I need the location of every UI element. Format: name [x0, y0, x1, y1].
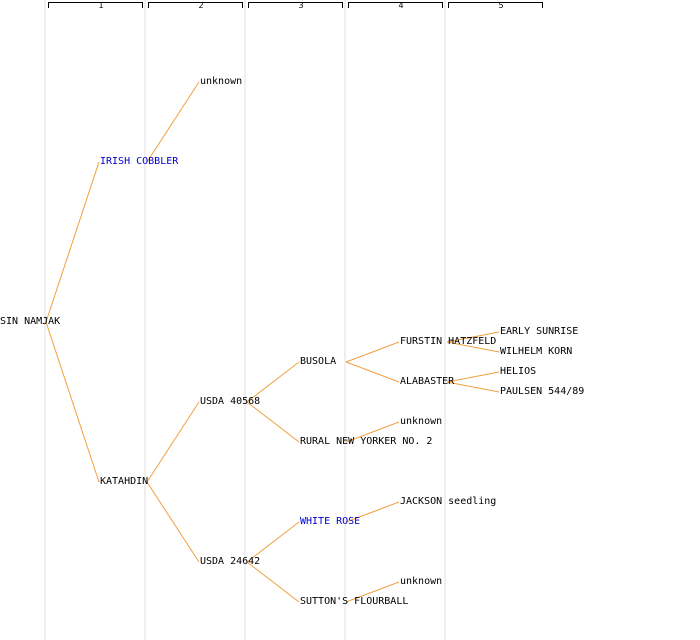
node-unknown[interactable]: unknown — [400, 576, 443, 587]
link-furstin-wilhelm — [446, 341, 500, 353]
generation-guide-3 — [244, 0, 246, 640]
node-irish-cobbler[interactable]: IRISH COBBLER — [100, 156, 179, 167]
generation-bracket-2 — [148, 2, 243, 8]
node-jackson-seedling[interactable]: JACKSON seedling — [400, 496, 497, 507]
node-unknown[interactable]: unknown — [400, 416, 443, 427]
node-rural-new-yorker[interactable]: RURAL NEW YORKER NO. 2 — [300, 436, 433, 447]
link-usda40568-busola — [246, 361, 300, 403]
node-suttons-flourball[interactable]: SUTTON'S FLOURBALL — [300, 596, 409, 607]
link-alabaster-helios — [446, 371, 500, 383]
link-usda40568-rural — [246, 401, 300, 443]
generation-label-4: 4 — [398, 1, 404, 10]
generation-bracket-1 — [48, 2, 143, 8]
link-irish-unknown — [146, 81, 200, 163]
node-busola[interactable]: BUSOLA — [300, 356, 337, 367]
generation-guide-5 — [444, 0, 446, 640]
generation-label-2: 2 — [198, 1, 204, 10]
node-wilhelm-korn[interactable]: WILHELM KORN — [500, 346, 573, 357]
link-usda24642-sutton — [246, 561, 300, 603]
node-root[interactable]: SIN NAMJAK — [0, 316, 61, 327]
generation-bracket-4 — [348, 2, 443, 8]
link-usda24642-whiterose — [246, 521, 300, 563]
node-early-sunrise[interactable]: EARLY SUNRISE — [500, 326, 579, 337]
node-usda-24642[interactable]: USDA 24642 — [200, 556, 261, 567]
link-root-katahdin — [45, 321, 100, 483]
node-usda-40568[interactable]: USDA 40568 — [200, 396, 261, 407]
link-busola-alabaster — [345, 361, 400, 383]
node-white-rose[interactable]: WHITE ROSE — [300, 516, 361, 527]
generation-label-1: 1 — [98, 1, 104, 10]
node-paulsen[interactable]: PAULSEN 544/89 — [500, 386, 585, 397]
link-sutton-unknown — [345, 581, 400, 603]
generation-guide-4 — [344, 0, 346, 640]
link-alabaster-paulsen — [446, 381, 500, 393]
node-alabaster[interactable]: ALABASTER — [400, 376, 455, 387]
link-katahdin-usda24642 — [146, 481, 200, 563]
link-busola-furstin — [345, 341, 400, 363]
node-helios[interactable]: HELIOS — [500, 366, 537, 377]
node-katahdin[interactable]: KATAHDIN — [100, 476, 149, 487]
generation-guide-1 — [44, 0, 46, 640]
node-unknown[interactable]: unknown — [200, 76, 243, 87]
generation-label-3: 3 — [298, 1, 304, 10]
link-whiterose-jackson — [345, 501, 400, 523]
link-rural-unknown — [345, 421, 400, 443]
node-furstin-hatzfeld[interactable]: FURSTIN HATZFELD — [400, 336, 497, 347]
generation-guide-2 — [144, 0, 146, 640]
generation-bracket-5 — [448, 2, 543, 8]
generation-label-5: 5 — [498, 1, 504, 10]
link-root-irish — [45, 161, 100, 323]
generation-bracket-3 — [248, 2, 343, 8]
link-katahdin-usda40568 — [146, 401, 200, 483]
link-furstin-early — [446, 331, 500, 343]
